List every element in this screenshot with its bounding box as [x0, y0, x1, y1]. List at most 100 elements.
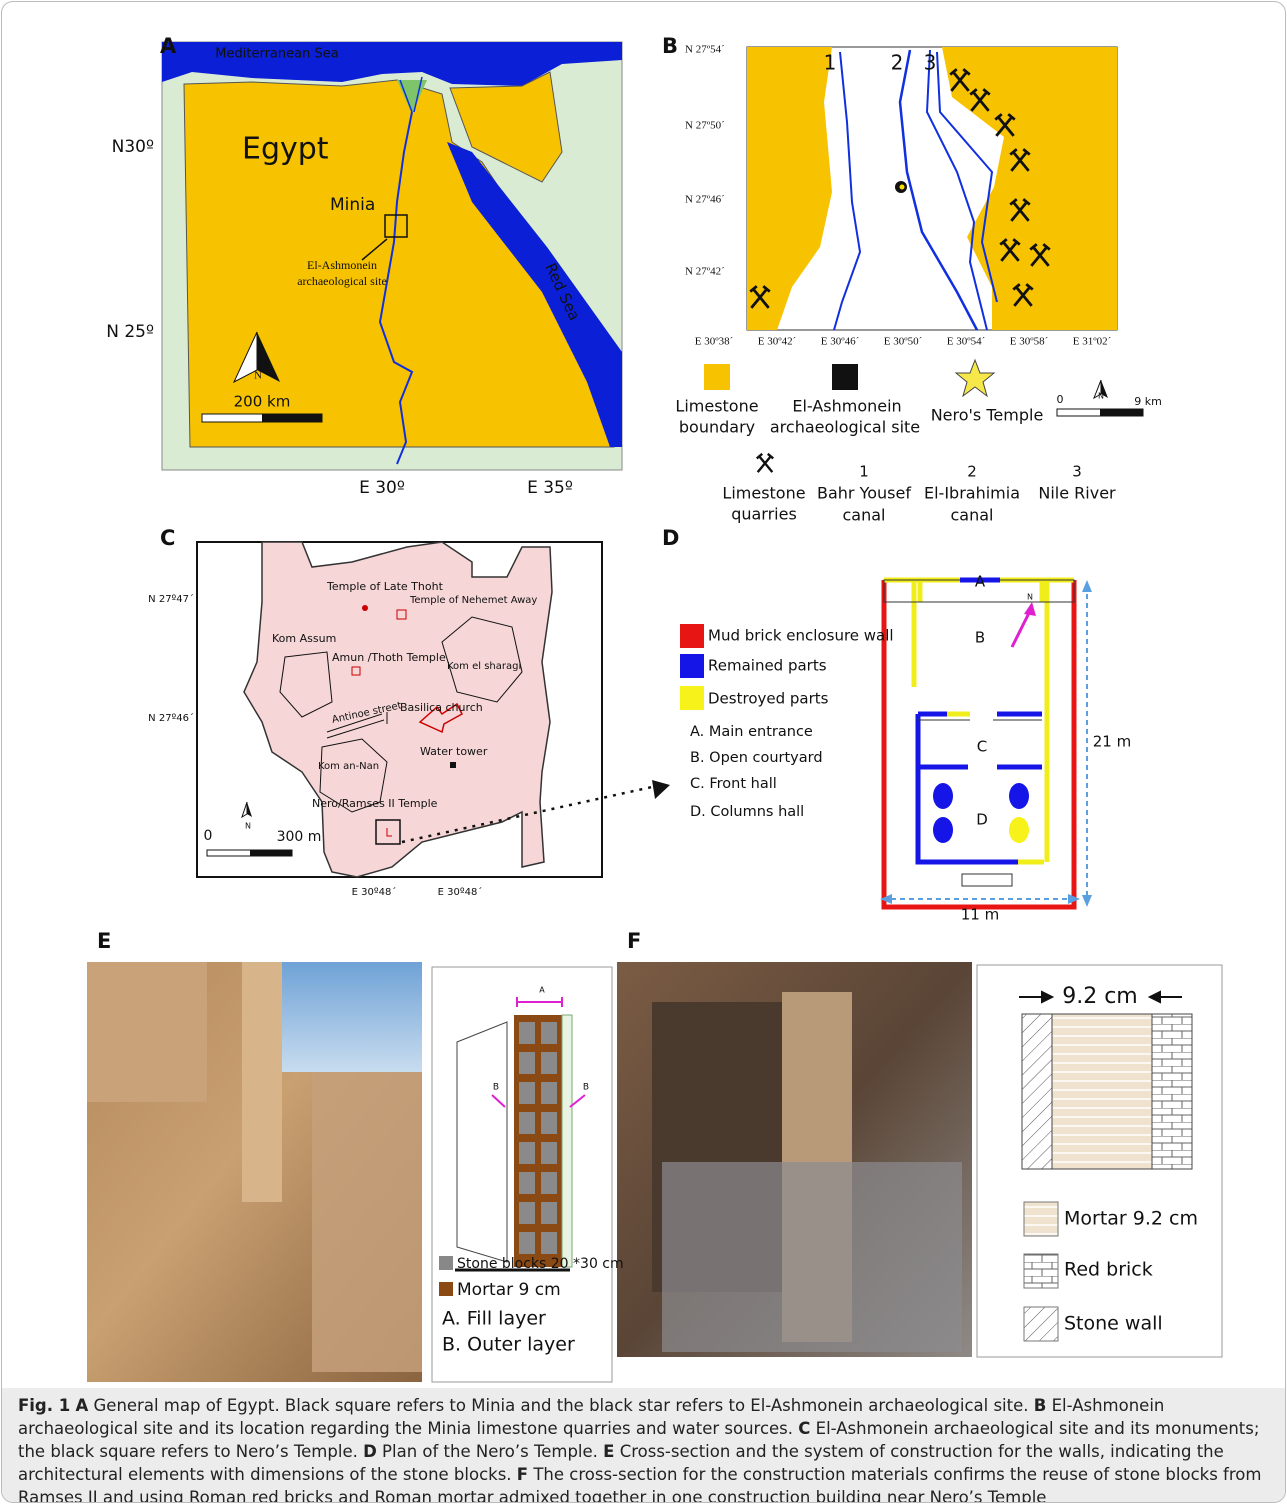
plan-letter: A: [975, 573, 986, 591]
panel-label: D: [662, 526, 679, 550]
map-shape: [362, 605, 368, 611]
place-label: Temple of Late Thoht: [326, 580, 444, 593]
stone-block: [541, 1172, 557, 1194]
map-shape: [704, 364, 730, 390]
longitude-label: E 31º02´: [1073, 336, 1112, 348]
map-shape: [242, 962, 282, 1202]
map-shape: [757, 454, 774, 472]
longitude-label: E 30º38´: [695, 336, 734, 348]
map-shape: [1024, 602, 1036, 616]
legend-label: B. Outer layer: [442, 1334, 575, 1356]
map-shape: [947, 714, 1044, 862]
place-label: Amun /Thoth Temple: [332, 651, 446, 664]
label: N: [1027, 593, 1033, 602]
stone-block: [519, 1142, 535, 1164]
label: Limestone: [675, 397, 758, 416]
map-shape: [439, 1256, 453, 1270]
place-label: Kom an-Nan: [318, 761, 379, 772]
panel-label: A: [160, 34, 177, 58]
map-shape: [1152, 1014, 1192, 1169]
label: archaeological site: [770, 418, 920, 437]
latitude-label: N 27º46´: [685, 194, 725, 206]
stone-block: [519, 1172, 535, 1194]
map-shape: [439, 1282, 453, 1296]
caption: Fig. 1 A General map of Egypt. Black squ…: [2, 1388, 1286, 1503]
latitude-label: N 25º: [106, 322, 154, 342]
longitude-label: E 30º: [359, 478, 405, 498]
caption-key: C: [798, 1419, 810, 1438]
label: 9 km: [1134, 395, 1162, 408]
longitude-label: E 30º42´: [758, 336, 797, 348]
stone-block: [519, 1232, 535, 1254]
map-shape: [1009, 817, 1029, 843]
label: B: [583, 1083, 589, 1093]
key-label: D. Columns hall: [690, 804, 804, 820]
map-shape: [962, 874, 1012, 886]
label: Nile River: [1038, 484, 1116, 503]
place-label: Basilica church: [400, 701, 483, 714]
map-shape: [1022, 1014, 1052, 1169]
map-shape: [933, 783, 953, 809]
place-label: Kom Assum: [272, 632, 336, 645]
legend-label: Destroyed parts: [708, 690, 829, 708]
stone-block: [541, 1202, 557, 1224]
river-number: 3: [924, 51, 937, 75]
sea-label: Mediterranean Sea: [215, 47, 338, 62]
legend-label: A. Fill layer: [442, 1308, 546, 1330]
stone-block: [541, 1082, 557, 1104]
map-shape: [1052, 1014, 1152, 1169]
legend-label: Mud brick enclosure wall: [708, 627, 894, 645]
map-shape: [1024, 1307, 1058, 1341]
stone-block: [519, 1112, 535, 1134]
caption-key: B: [1034, 1396, 1047, 1415]
caption-key: D: [363, 1442, 377, 1461]
legend-label: Remained parts: [708, 657, 827, 675]
latitude-label: N 27º47´: [148, 593, 194, 605]
plan-letter: D: [976, 811, 988, 829]
map-shape: [956, 360, 994, 396]
dimension-label: 9.2 cm: [1062, 984, 1138, 1009]
label: quarries: [731, 505, 797, 524]
stone-block: [541, 1052, 557, 1074]
longitude-label: E 30º46´: [821, 336, 860, 348]
caption-key: A: [75, 1396, 88, 1415]
key-label: B. Open courtyard: [690, 750, 823, 766]
stone-block: [541, 1112, 557, 1134]
label: El-Ashmonein: [792, 397, 901, 416]
legend-label: Stone blocks 20 *30 cm: [457, 1256, 624, 1272]
map-shape: [250, 850, 292, 856]
map-shape: [312, 1072, 422, 1372]
label: 2: [967, 463, 977, 481]
map-shape: [450, 762, 456, 768]
map-shape: [652, 780, 670, 799]
map-shape: [680, 686, 704, 710]
latitude-label: N 27º54´: [685, 44, 725, 56]
map-shape: [900, 185, 905, 190]
map-shape: [832, 364, 858, 390]
city-label: Minia: [330, 195, 375, 215]
label: Bahr Yousef: [817, 484, 911, 503]
label: 0: [204, 828, 213, 844]
stone-block: [519, 1052, 535, 1074]
longitude-label: E 30º48´: [352, 886, 397, 898]
label: 0: [1057, 393, 1064, 406]
river-number: 1: [824, 51, 837, 75]
map-shape: [562, 1015, 572, 1267]
longitude-label: E 30º48´: [438, 886, 483, 898]
dimension-label: 11 m: [961, 906, 999, 924]
caption-text: General map of Egypt. Black square refer…: [94, 1396, 1029, 1415]
latitude-label: N 27º50´: [685, 120, 725, 132]
map-shape: [1024, 1254, 1058, 1288]
latitude-label: N 27º42´: [685, 266, 725, 278]
place-label: Nero/Ramses II Temple: [312, 797, 438, 810]
label: A: [539, 986, 545, 995]
stone-block: [541, 1142, 557, 1164]
label: B: [493, 1083, 499, 1093]
legend-label: Stone wall: [1064, 1313, 1163, 1335]
longitude-label: E 30º50´: [884, 336, 923, 348]
stone-block: [519, 1022, 535, 1044]
dimension-label: 21 m: [1093, 733, 1131, 751]
map-shape: [262, 414, 322, 422]
map-shape: [1009, 783, 1029, 809]
